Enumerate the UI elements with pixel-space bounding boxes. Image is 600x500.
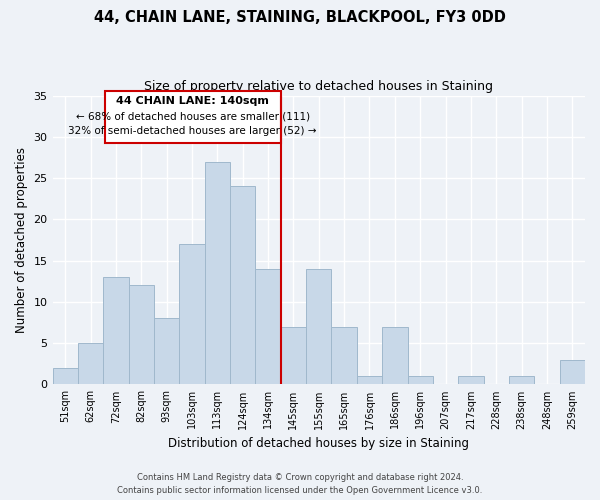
Text: 44 CHAIN LANE: 140sqm: 44 CHAIN LANE: 140sqm [116, 96, 269, 106]
Bar [103, 277, 128, 384]
Bar [331, 326, 357, 384]
Bar [560, 360, 585, 384]
Y-axis label: Number of detached properties: Number of detached properties [15, 147, 28, 333]
Bar [306, 269, 331, 384]
Bar [357, 376, 382, 384]
Bar [407, 376, 433, 384]
Bar [78, 343, 103, 384]
Text: 32% of semi-detached houses are larger (52) →: 32% of semi-detached houses are larger (… [68, 126, 317, 136]
Bar [205, 162, 230, 384]
Bar [154, 318, 179, 384]
Title: Size of property relative to detached houses in Staining: Size of property relative to detached ho… [144, 80, 493, 93]
Bar [281, 326, 306, 384]
Bar [179, 244, 205, 384]
Text: 44, CHAIN LANE, STAINING, BLACKPOOL, FY3 0DD: 44, CHAIN LANE, STAINING, BLACKPOOL, FY3… [94, 10, 506, 25]
Text: Contains HM Land Registry data © Crown copyright and database right 2024.
Contai: Contains HM Land Registry data © Crown c… [118, 474, 482, 495]
X-axis label: Distribution of detached houses by size in Staining: Distribution of detached houses by size … [168, 437, 469, 450]
Bar [509, 376, 534, 384]
Bar [382, 326, 407, 384]
Text: ← 68% of detached houses are smaller (111): ← 68% of detached houses are smaller (11… [76, 111, 310, 121]
Bar [53, 368, 78, 384]
Bar [256, 269, 281, 384]
FancyBboxPatch shape [104, 92, 281, 144]
Bar [230, 186, 256, 384]
Bar [458, 376, 484, 384]
Bar [128, 286, 154, 384]
